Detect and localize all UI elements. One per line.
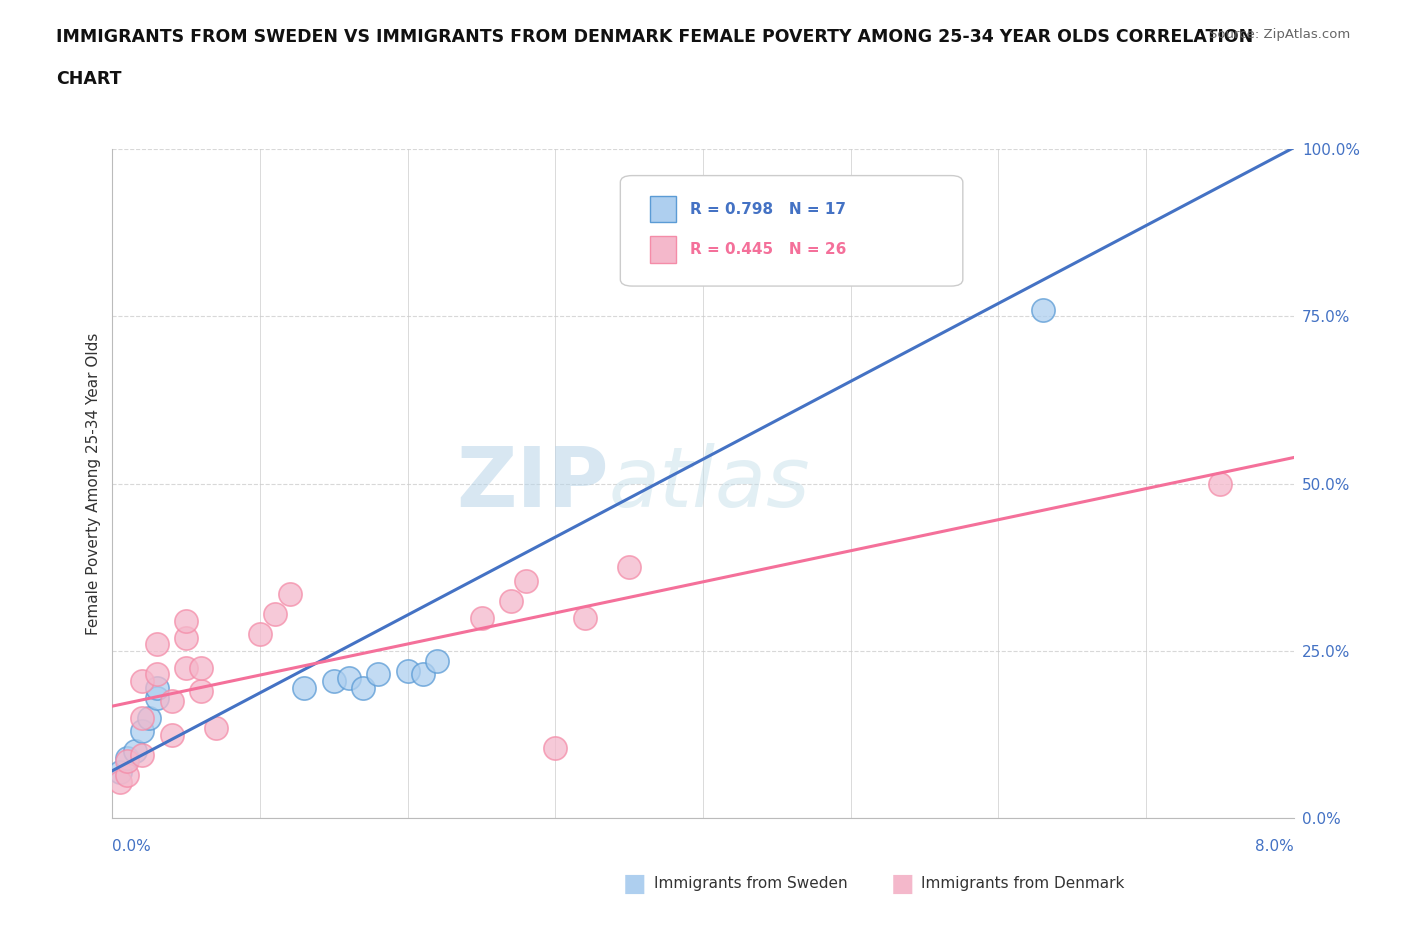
Point — [131, 711, 153, 725]
Point — [146, 667, 169, 682]
Point — [131, 748, 153, 763]
Point — [146, 690, 169, 705]
Text: CHART: CHART — [56, 70, 122, 87]
Point — [131, 724, 153, 738]
Point — [515, 573, 537, 588]
Point — [160, 727, 183, 742]
Point — [619, 560, 641, 575]
Point — [205, 721, 228, 736]
Point — [367, 667, 389, 682]
Point — [174, 614, 197, 629]
Text: ZIP: ZIP — [456, 443, 609, 525]
Point — [323, 673, 346, 688]
Point — [174, 660, 197, 675]
FancyBboxPatch shape — [620, 176, 963, 286]
Y-axis label: Female Poverty Among 25-34 Year Olds: Female Poverty Among 25-34 Year Olds — [86, 332, 101, 635]
Point — [138, 711, 160, 725]
Point — [190, 660, 212, 675]
Point — [544, 740, 567, 755]
Point — [1208, 476, 1232, 491]
FancyBboxPatch shape — [650, 195, 676, 222]
Point — [662, 255, 685, 270]
Point — [190, 684, 212, 698]
Text: ■: ■ — [890, 871, 914, 896]
Point — [124, 744, 146, 759]
Point — [352, 681, 374, 696]
Text: Source: ZipAtlas.com: Source: ZipAtlas.com — [1209, 28, 1350, 41]
Text: IMMIGRANTS FROM SWEDEN VS IMMIGRANTS FROM DENMARK FEMALE POVERTY AMONG 25-34 YEA: IMMIGRANTS FROM SWEDEN VS IMMIGRANTS FRO… — [56, 28, 1254, 46]
Point — [117, 754, 138, 769]
Text: Immigrants from Denmark: Immigrants from Denmark — [921, 876, 1125, 891]
Point — [117, 751, 138, 765]
FancyBboxPatch shape — [650, 236, 676, 262]
Point — [249, 627, 271, 642]
Point — [264, 606, 287, 621]
Text: atlas: atlas — [609, 443, 810, 525]
Point — [146, 637, 169, 652]
Point — [131, 673, 153, 688]
Point — [501, 593, 523, 608]
Point — [160, 694, 183, 709]
Point — [278, 587, 301, 602]
Text: Immigrants from Sweden: Immigrants from Sweden — [654, 876, 848, 891]
Point — [412, 667, 434, 682]
Point — [337, 671, 360, 685]
Point — [471, 610, 494, 625]
Point — [426, 654, 449, 669]
Point — [108, 774, 131, 789]
Point — [574, 610, 596, 625]
Text: R = 0.798   N = 17: R = 0.798 N = 17 — [690, 202, 846, 217]
Text: 8.0%: 8.0% — [1254, 839, 1294, 854]
Text: ■: ■ — [623, 871, 647, 896]
Point — [117, 767, 138, 782]
Point — [396, 664, 419, 679]
Point — [1032, 302, 1054, 317]
Point — [108, 764, 131, 779]
Point — [146, 681, 169, 696]
Text: 0.0%: 0.0% — [112, 839, 152, 854]
Point — [292, 681, 315, 696]
Text: R = 0.445   N = 26: R = 0.445 N = 26 — [690, 242, 846, 257]
Point — [174, 631, 197, 645]
